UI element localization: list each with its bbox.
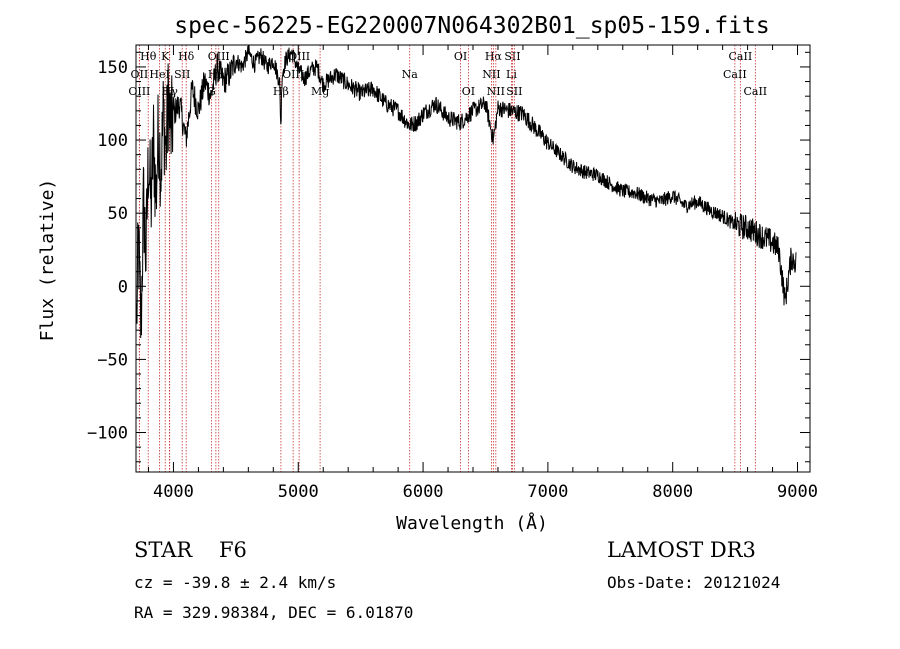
spectral-line-label: CaII [743, 85, 767, 98]
spectrum-chart: spec-56225-EG220007N064302B01_sp05-159.f… [37, 13, 818, 534]
spectral-line-label: OI [454, 50, 467, 63]
y-tick-label: 100 [97, 131, 128, 151]
spectral-line-label: Mg [311, 85, 329, 98]
spectral-line-label: Li [506, 68, 517, 81]
spectral-line-label: SII [174, 68, 190, 81]
chart-title: spec-56225-EG220007N064302B01_sp05-159.f… [174, 13, 769, 39]
spectral-line-label: Hα [485, 50, 503, 63]
spectral-line-label: Hθ [140, 50, 157, 63]
x-tick-label: 6000 [403, 482, 444, 502]
x-axis-label: Wavelength (Å) [396, 512, 548, 534]
spectral-line-label: Hδ [178, 50, 195, 63]
spectral-line-label: Na [402, 68, 419, 81]
spectral-line-label: OIII [208, 50, 230, 63]
spectral-line-label: SII [506, 85, 522, 98]
x-tick-label: 4000 [153, 482, 194, 502]
spectral-line-label: HeI [149, 68, 169, 81]
spectral-line-label: OII [131, 68, 149, 81]
x-tick-label: 7000 [527, 482, 568, 502]
y-axis-label: Flux (relative) [37, 179, 58, 342]
y-tick-label: 0 [118, 277, 128, 297]
object-class: STAR F6 [134, 538, 247, 562]
spectrum-layer [136, 45, 797, 339]
x-tick-label: 9000 [777, 482, 818, 502]
spectral-line-label: SII [504, 50, 520, 63]
spectral-line-label: OIII [128, 85, 150, 98]
y-tick-label: 50 [108, 204, 128, 224]
spectral-line-label: NII [487, 85, 505, 98]
y-tick-label: 150 [97, 58, 128, 78]
survey-name: LAMOST DR3 [607, 538, 756, 562]
y-tick-label: −50 [97, 350, 128, 370]
y-tick-label: −100 [87, 424, 128, 444]
spectral-line-label: K [161, 50, 170, 63]
spectral-line-label: CaII [729, 50, 753, 63]
spectral-line-label: OI [462, 85, 475, 98]
obs-date-text: Obs-Date: 20121024 [607, 573, 781, 592]
spectral-line-label: Hγ [162, 85, 179, 98]
x-tick-label: 8000 [652, 482, 693, 502]
spectrum-line [136, 45, 797, 339]
spectral-line-label: CaII [723, 68, 747, 81]
subclass-text: F6 [218, 538, 247, 562]
coords-text: RA = 329.98384, DEC = 6.01870 [134, 603, 414, 622]
object-class-text: STAR [134, 538, 193, 562]
axes: 4000 5000 6000 7000 8000 9000 −100 −50 0 50 100 150 [87, 44, 818, 502]
spectral-line-label: NII [482, 68, 500, 81]
redshift-text: cz = -39.8 ± 2.4 km/s [134, 573, 337, 592]
x-tick-label: 5000 [278, 482, 319, 502]
spectral-line-label: Hβ [273, 85, 289, 98]
spectral-line-markers: HθOIIOIIIKHHeIHγHδSIIOIIIHβGHβOIIIOIIIMg… [128, 45, 767, 472]
